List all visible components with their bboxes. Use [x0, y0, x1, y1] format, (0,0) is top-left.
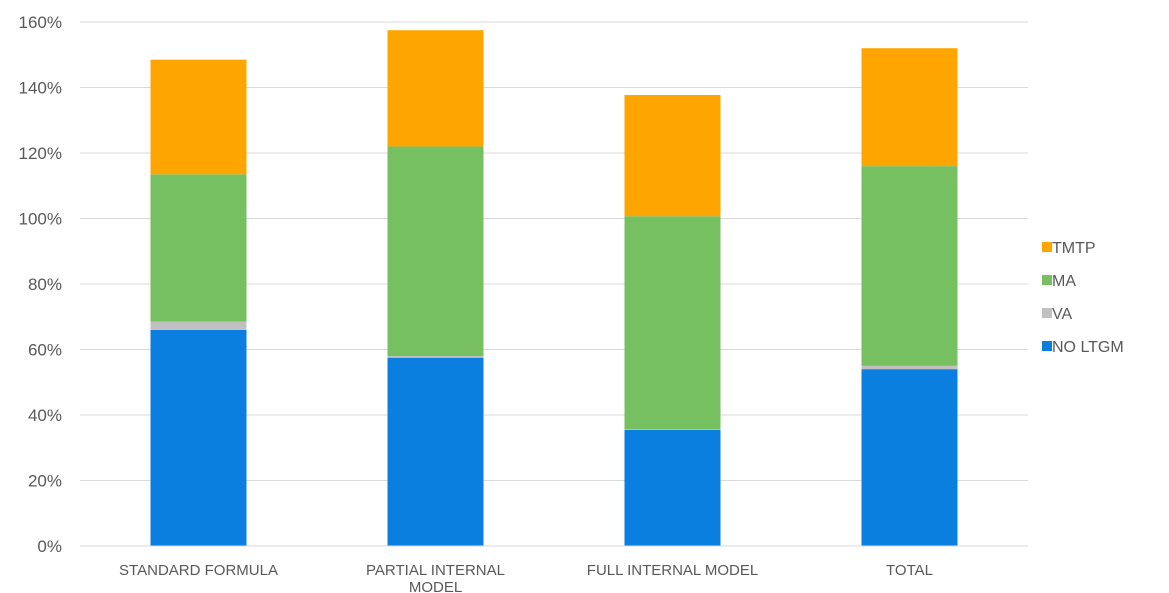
bar-segment-no-ltgm — [861, 369, 958, 546]
x-category-label: FULL INTERNAL MODEL — [587, 562, 758, 579]
y-tick-label: 140% — [19, 79, 62, 98]
legend-label: TMTP — [1052, 240, 1096, 257]
legend-label: VA — [1052, 306, 1072, 323]
x-category-label: PARTIAL INTERNAL — [366, 562, 505, 579]
bars — [150, 30, 958, 546]
x-category-label: STANDARD FORMULA — [119, 562, 278, 579]
bar-segment-no-ltgm — [150, 329, 247, 546]
y-tick-label: 80% — [28, 275, 62, 294]
bar-segment-ma — [150, 174, 247, 322]
bar-segment-tmtp — [861, 48, 958, 167]
bar-segment-tmtp — [387, 30, 484, 147]
y-tick-label: 40% — [28, 406, 62, 425]
bar-segment-ma — [861, 166, 958, 366]
bar-segment-no-ltgm — [387, 357, 484, 546]
bar-segment-no-ltgm — [624, 429, 721, 546]
bar-segment-va — [387, 356, 484, 358]
legend-label: NO LTGM — [1052, 339, 1124, 356]
bar-segment-ma — [387, 146, 484, 357]
y-tick-label: 120% — [19, 144, 62, 163]
y-axis-tick-labels: 0% 20% 40% 60% 80% 100% 120% 140% 160% — [19, 13, 62, 556]
y-tick-label: 20% — [28, 472, 62, 491]
legend: TMTP MA VA NO LTGM — [1042, 240, 1124, 356]
legend-swatch — [1042, 308, 1052, 318]
y-tick-label: 160% — [19, 13, 62, 32]
y-tick-label: 0% — [37, 537, 62, 556]
bar-segment-va — [150, 321, 247, 330]
x-category-label: TOTAL — [886, 562, 933, 579]
legend-swatch — [1042, 341, 1052, 351]
bar-segment-tmtp — [150, 59, 247, 175]
bar-segment-ma — [624, 216, 721, 430]
bar-segment-va — [861, 365, 958, 370]
y-tick-label: 60% — [28, 341, 62, 360]
x-category-label: MODEL — [409, 579, 462, 593]
legend-swatch — [1042, 275, 1052, 285]
bar-segment-va — [624, 429, 721, 430]
bar-segment-tmtp — [624, 95, 721, 217]
legend-label: MA — [1052, 273, 1076, 290]
y-tick-label: 100% — [19, 210, 62, 229]
legend-swatch — [1042, 242, 1052, 252]
